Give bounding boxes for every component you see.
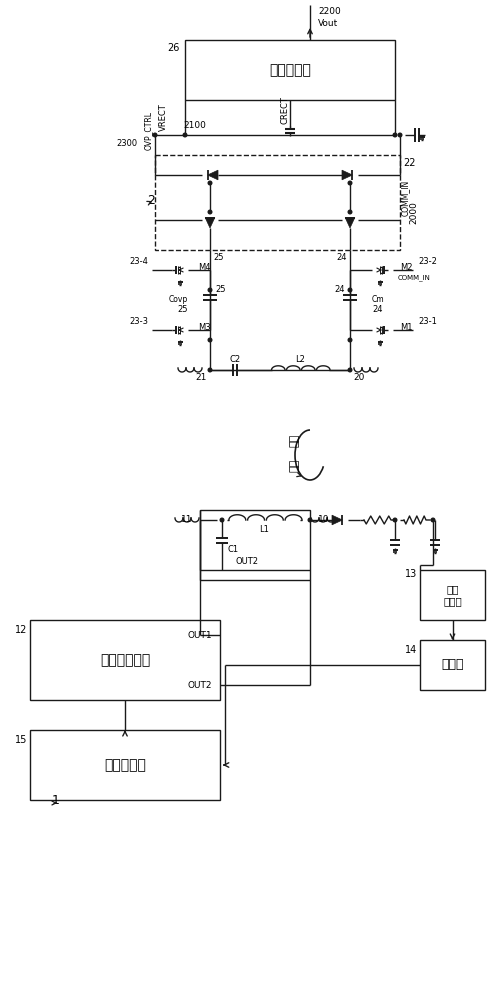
Text: OVP_CTRL: OVP_CTRL [144, 110, 153, 149]
Text: C2: C2 [229, 356, 241, 364]
Text: 23-4: 23-4 [129, 257, 148, 266]
Text: 2000: 2000 [409, 201, 419, 224]
Text: 24: 24 [372, 306, 382, 314]
Text: VRECT: VRECT [158, 103, 167, 131]
Text: 14: 14 [405, 645, 417, 655]
Text: 21: 21 [196, 373, 207, 382]
Text: L1: L1 [260, 526, 270, 534]
Text: M3: M3 [198, 324, 211, 332]
Circle shape [348, 181, 352, 185]
Text: 任意波逆变器: 任意波逆变器 [100, 653, 150, 667]
Bar [420, 570, 485, 620]
Polygon shape [332, 515, 342, 525]
Polygon shape [342, 170, 352, 180]
Text: 22: 22 [403, 158, 416, 168]
Polygon shape [208, 170, 218, 180]
Text: 23-3: 23-3 [129, 318, 148, 326]
Text: 耦合: 耦合 [290, 458, 300, 472]
Text: 24: 24 [337, 253, 347, 262]
Text: 解码器: 解码器 [441, 658, 464, 672]
Bar [30, 730, 220, 800]
Text: 串联稳压器: 串联稳压器 [269, 63, 311, 77]
Bar [420, 640, 485, 690]
Circle shape [183, 133, 187, 137]
Text: 11: 11 [181, 516, 192, 524]
Text: C1: C1 [228, 546, 239, 554]
Text: 25: 25 [178, 306, 188, 314]
Text: COMM_IN: COMM_IN [398, 275, 431, 281]
Text: Cm: Cm [372, 296, 385, 304]
Circle shape [348, 338, 352, 342]
Text: OUT2: OUT2 [187, 680, 212, 690]
Circle shape [153, 133, 157, 137]
Text: 26: 26 [168, 43, 180, 53]
Circle shape [208, 368, 212, 372]
Text: 23-1: 23-1 [418, 318, 437, 326]
Circle shape [208, 181, 212, 185]
Text: Covp: Covp [169, 296, 188, 304]
Text: L2: L2 [295, 356, 305, 364]
Text: 2100: 2100 [183, 120, 206, 129]
Circle shape [220, 518, 224, 522]
Text: 10: 10 [318, 516, 330, 524]
Bar [30, 620, 220, 700]
Text: 2300: 2300 [117, 138, 138, 147]
Text: 信号
检测器: 信号 检测器 [443, 584, 462, 606]
Text: OUT2: OUT2 [236, 558, 258, 566]
Bar [185, 40, 395, 100]
Text: 2200: 2200 [318, 7, 341, 16]
Text: 12: 12 [15, 625, 27, 635]
Text: 20: 20 [353, 373, 365, 382]
Circle shape [208, 288, 212, 292]
Bar [200, 510, 310, 580]
Circle shape [431, 518, 435, 522]
Circle shape [348, 210, 352, 214]
Text: OUT1: OUT1 [187, 631, 212, 640]
Text: M1: M1 [400, 324, 412, 332]
Text: 23-2: 23-2 [418, 257, 437, 266]
Text: 25: 25 [215, 286, 225, 294]
Text: 2: 2 [147, 194, 155, 207]
Text: M2: M2 [400, 263, 412, 272]
Text: COMM_IN: COMM_IN [400, 179, 409, 216]
Circle shape [208, 210, 212, 214]
Text: 串联驱动器: 串联驱动器 [104, 758, 146, 772]
Text: 磁性: 磁性 [290, 433, 300, 447]
Text: Vout: Vout [318, 19, 338, 28]
Circle shape [308, 518, 312, 522]
Bar [155, 155, 400, 250]
Circle shape [398, 133, 402, 137]
Text: 1: 1 [52, 794, 60, 806]
Circle shape [393, 133, 397, 137]
Text: 25: 25 [213, 253, 223, 262]
Text: 13: 13 [405, 569, 417, 579]
Circle shape [393, 518, 397, 522]
Circle shape [208, 338, 212, 342]
Polygon shape [205, 218, 215, 228]
Circle shape [348, 288, 352, 292]
Text: CRECT: CRECT [281, 96, 290, 124]
Text: 15: 15 [15, 735, 27, 745]
Text: M4: M4 [198, 263, 211, 272]
Text: 24: 24 [335, 286, 345, 294]
Polygon shape [345, 218, 355, 228]
Circle shape [348, 368, 352, 372]
